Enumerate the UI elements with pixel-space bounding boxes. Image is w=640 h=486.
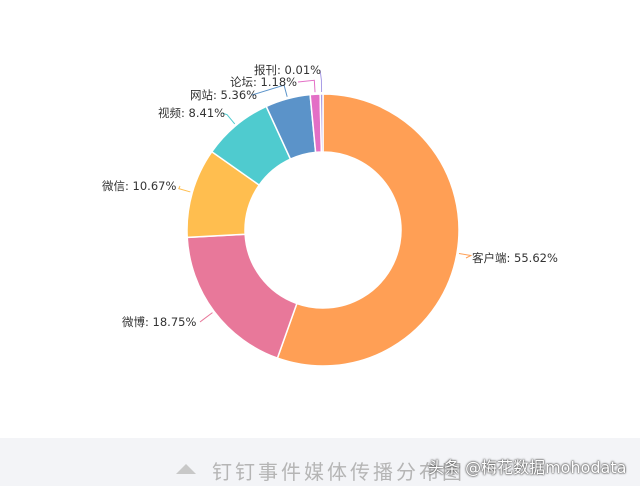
donut-chart: 客户端: 55.62% 微博: 18.75% 微信: 10.67% 视频: 8.41%… (102, 63, 558, 367)
leader-line-客户端 (458, 252, 473, 259)
caret-up-icon (176, 464, 196, 474)
caption-title: 钉钉事件媒体传播分布图 (212, 460, 465, 484)
leader-line-网站 (251, 84, 288, 97)
slice-微博[interactable] (186, 233, 298, 360)
slice-label-微博: 微博: 18.75% (122, 315, 196, 329)
slice-报刊[interactable] (319, 93, 324, 153)
slice-客户端[interactable] (276, 93, 460, 367)
slice-label-论坛: 论坛: 1.18% (230, 75, 297, 89)
chart-card: 客户端: 55.62% 微博: 18.75% 微信: 10.67% 视频: 8.41%… (0, 0, 640, 438)
figure-caption: 钉钉事件媒体传播分布图 头条 @梅花数据mohodata (0, 438, 640, 486)
leader-line-微信 (178, 185, 191, 193)
leader-line-微博 (199, 312, 213, 323)
watermark: 头条 @梅花数据mohodata (428, 458, 627, 477)
slice-label-视频: 视频: 8.41% (158, 106, 225, 120)
leader-line-论坛 (297, 79, 316, 93)
leader-line-视频 (221, 112, 236, 125)
slice-label-网站: 网站: 5.36% (190, 88, 257, 102)
slice-label-报刊: 报刊: 0.01% (254, 63, 321, 77)
slice-label-微信: 微信: 10.67% (102, 179, 176, 193)
leader-line-报刊 (319, 69, 323, 93)
slice-label-客户端: 客户端: 55.62% (472, 251, 558, 265)
